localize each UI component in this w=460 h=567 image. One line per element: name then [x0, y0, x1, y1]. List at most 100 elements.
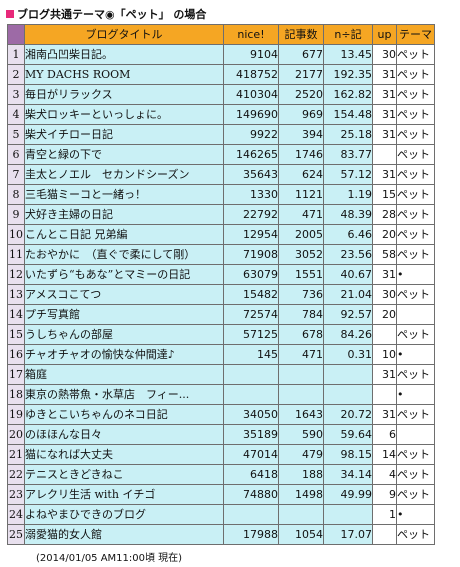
theme-cell: ペット	[396, 324, 435, 345]
up-count-cell	[372, 324, 397, 345]
article-count-cell: 2005	[278, 224, 324, 245]
rank-cell: 14	[7, 304, 25, 325]
nice-count-cell: 57125	[223, 324, 279, 345]
table-row: 22 テニスときどきねこ 6418 188 34.14 4 ペット	[7, 464, 435, 485]
ratio-cell: 49.99	[323, 484, 373, 505]
table-row: 16 チャオチャオの愉快な仲間達♪ 145 471 0.31 10 •	[7, 344, 435, 365]
nice-count-cell: 47014	[223, 444, 279, 465]
blog-name-cell: うしちゃんの部屋	[24, 324, 224, 345]
blog-name-cell: 東京の熱帯魚・水草店 フィー...	[24, 384, 224, 405]
article-count-cell: 969	[278, 104, 324, 125]
rank-cell: 18	[7, 384, 25, 405]
up-count-cell: 31	[372, 104, 397, 125]
up-count-cell: 14	[372, 444, 397, 465]
up-count-cell	[372, 384, 397, 405]
ratio-cell: 0.31	[323, 344, 373, 365]
rank-cell: 7	[7, 164, 25, 185]
article-count-cell: 1054	[278, 524, 324, 545]
rank-cell: 16	[7, 344, 25, 365]
blog-name-cell: 犬好き主婦の日記	[24, 204, 224, 225]
ratio-cell: 17.07	[323, 524, 373, 545]
rank-cell: 13	[7, 284, 25, 305]
up-count-cell: 15	[372, 184, 397, 205]
up-count-cell: 31	[372, 64, 397, 85]
ratio-cell: 154.48	[323, 104, 373, 125]
article-count-cell	[278, 364, 324, 385]
table-row: 18 東京の熱帯魚・水草店 フィー... •	[7, 384, 435, 405]
article-count-cell	[278, 504, 324, 525]
rank-cell: 12	[7, 264, 25, 285]
up-count-cell: 31	[372, 124, 397, 145]
table-row: 9 犬好き主婦の日記 22792 471 48.39 28 ペット	[7, 204, 435, 225]
article-count-cell: 784	[278, 304, 324, 325]
nice-count-cell: 74880	[223, 484, 279, 505]
theme-cell: ペット	[396, 104, 435, 125]
blog-name-cell: 圭太とノエル セカンドシーズン	[24, 164, 224, 185]
blog-name-cell: 箱庭	[24, 364, 224, 385]
ratio-cell: 162.82	[323, 84, 373, 105]
theme-cell: •	[396, 344, 435, 365]
blog-name-cell: チャオチャオの愉快な仲間達♪	[24, 344, 224, 365]
table-row: 23 アレクリ生活 with イチゴ 74880 1498 49.99 9 ペット	[7, 484, 435, 505]
blog-name-cell: のほほんな日々	[24, 424, 224, 445]
up-count-cell: 6	[372, 424, 397, 445]
theme-cell: ペット	[396, 404, 435, 425]
ratio-cell: 57.12	[323, 164, 373, 185]
up-count-cell: 30	[372, 284, 397, 305]
rank-cell: 15	[7, 324, 25, 345]
table-row: 19 ゆきとこいちゃんのネコ日記 34050 1643 20.72 31 ペット	[7, 404, 435, 425]
table-row: 3 毎日がリラックス 410304 2520 162.82 31 ペット	[7, 84, 435, 105]
table-row: 13 アメスコこてつ 15482 736 21.04 30 ペット	[7, 284, 435, 305]
ratio-cell	[323, 384, 373, 405]
blog-name-cell: 三毛猫ミーコと一緒っ！	[24, 184, 224, 205]
ratio-cell: 48.39	[323, 204, 373, 225]
up-count-cell	[372, 144, 397, 165]
table-row: 21 猫になれば大丈夫 47014 479 98.15 14 ペット	[7, 444, 435, 465]
theme-cell: ペット	[396, 244, 435, 265]
up-count-cell: 58	[372, 244, 397, 265]
theme-cell: ペット	[396, 524, 435, 545]
table-row: 12 いたずら“もあな”とマミーの日記 63079 1551 40.67 31 •	[7, 264, 435, 285]
nice-count-cell: 63079	[223, 264, 279, 285]
nice-count-cell: 149690	[223, 104, 279, 125]
up-count-cell: 28	[372, 204, 397, 225]
article-count-cell: 394	[278, 124, 324, 145]
up-count-cell: 30	[372, 44, 397, 65]
article-count-cell: 1498	[278, 484, 324, 505]
article-count-cell: 3052	[278, 244, 324, 265]
article-count-cell: 1121	[278, 184, 324, 205]
nice-count-cell: 6418	[223, 464, 279, 485]
table-row: 20 のほほんな日々 35189 590 59.64 6	[7, 424, 435, 445]
nice-count-cell: 145	[223, 344, 279, 365]
theme-cell: ペット	[396, 464, 435, 485]
blog-name-cell: いたずら“もあな”とマミーの日記	[24, 264, 224, 285]
theme-cell	[396, 304, 435, 325]
header-nice: nice!	[223, 24, 279, 45]
nice-count-cell: 34050	[223, 404, 279, 425]
blog-name-cell: 柴犬イチロー日記	[24, 124, 224, 145]
table-row: 1 湘南凸凹柴日記。 9104 677 13.45 30 ペット	[7, 44, 435, 65]
rank-cell: 9	[7, 204, 25, 225]
theme-cell: ペット	[396, 484, 435, 505]
ratio-cell: 98.15	[323, 444, 373, 465]
article-count-cell: 590	[278, 424, 324, 445]
rank-cell: 4	[7, 104, 25, 125]
article-count-cell: 2177	[278, 64, 324, 85]
up-count-cell: 9	[372, 484, 397, 505]
article-count-cell: 678	[278, 324, 324, 345]
header-corner	[7, 24, 25, 45]
pink-square-icon	[6, 9, 14, 18]
theme-cell: ペット	[396, 164, 435, 185]
theme-cell: ペット	[396, 84, 435, 105]
nice-count-cell: 15482	[223, 284, 279, 305]
nice-count-cell: 418752	[223, 64, 279, 85]
table-row: 17 箱庭 31 ペット	[7, 364, 435, 385]
blog-name-cell: よねやまひできのブログ	[24, 504, 224, 525]
theme-cell: ペット	[396, 284, 435, 305]
table-row: 8 三毛猫ミーコと一緒っ！ 1330 1121 1.19 15 ペット	[7, 184, 435, 205]
table-row: 11 たおやかに （直ぐで柔にして剛） 71908 3052 23.56 58 ペット	[7, 244, 435, 265]
blog-name-cell: 溺愛猫的女人館	[24, 524, 224, 545]
header-blog-title: ブログタイトル	[24, 24, 224, 45]
rank-cell: 19	[7, 404, 25, 425]
header-up: up	[372, 24, 397, 45]
